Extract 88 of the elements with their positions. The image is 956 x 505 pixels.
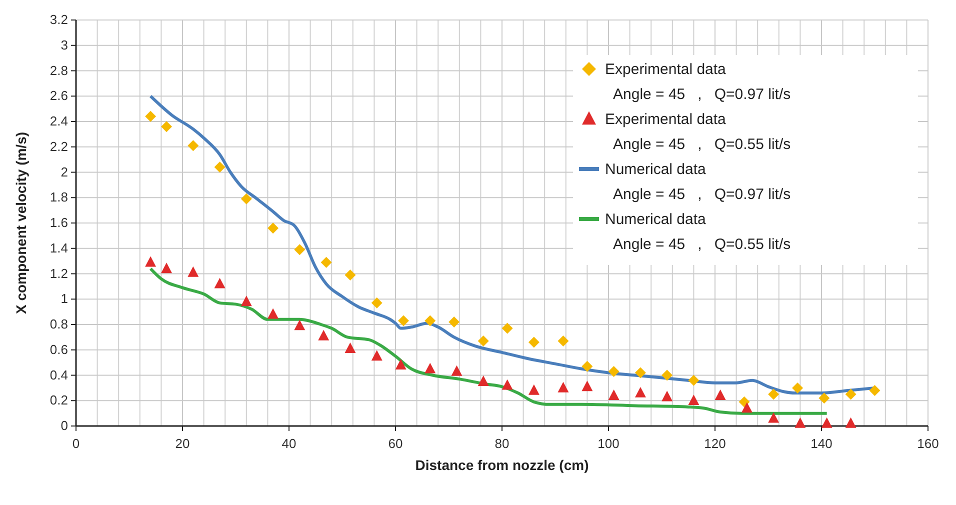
x-tick-label: 120	[704, 436, 726, 451]
point	[688, 374, 700, 386]
point	[558, 382, 569, 392]
x-tick-label: 160	[917, 436, 939, 451]
point	[582, 380, 593, 392]
point	[344, 270, 356, 281]
point	[608, 366, 620, 377]
point	[608, 390, 620, 400]
x-tick-label: 140	[810, 436, 832, 451]
point	[214, 278, 226, 288]
point	[424, 315, 436, 326]
y-tick-label: 2.8	[50, 62, 68, 78]
y-tick-label: 1.2	[50, 266, 68, 281]
point	[794, 417, 806, 428]
y-tick-label: 2.2	[50, 138, 68, 154]
point	[240, 193, 252, 204]
point	[502, 322, 513, 334]
x-tick-label: 60	[388, 436, 403, 451]
y-tick-label: 1.6	[50, 215, 68, 230]
x-tick-label: 0	[72, 436, 80, 451]
legend-label: Numerical data Angle = 45 , Q=0.55 lit/s	[605, 211, 791, 253]
y-tick-label: 0	[60, 418, 68, 433]
point	[528, 336, 540, 348]
point	[188, 140, 199, 152]
point	[662, 390, 673, 402]
x-tick-label: 100	[598, 436, 620, 451]
point	[768, 412, 780, 423]
point	[451, 365, 462, 376]
point	[371, 350, 382, 361]
point	[145, 256, 156, 267]
point	[845, 388, 856, 400]
y-axis-title: X component velocity (m/s)	[13, 132, 29, 314]
y-tick-label: 0.8	[50, 316, 68, 332]
point	[161, 121, 172, 132]
point	[582, 360, 593, 372]
point	[688, 394, 700, 406]
point	[448, 316, 460, 328]
y-tick-label: 0.6	[50, 342, 68, 357]
point	[634, 386, 646, 398]
point	[344, 342, 356, 354]
point	[320, 256, 332, 268]
point	[478, 376, 489, 386]
point	[869, 384, 880, 396]
point	[294, 320, 306, 330]
y-tick-label: 1	[60, 291, 68, 306]
point	[714, 390, 726, 400]
x-tick-label: 40	[282, 436, 296, 451]
point	[268, 222, 279, 234]
point	[294, 244, 306, 256]
point	[214, 162, 226, 173]
y-tick-label: 1.4	[50, 240, 68, 256]
point	[398, 315, 409, 326]
point	[768, 388, 780, 400]
point	[145, 110, 156, 122]
y-tick-label: 3.2	[50, 12, 68, 27]
y-tick-label: 2.4	[50, 114, 68, 128]
point	[268, 308, 279, 319]
point	[528, 384, 540, 395]
point	[424, 362, 436, 374]
legend-label: Numerical data Angle = 45 , Q=0.97 lit/s	[605, 161, 791, 203]
x-tick-label: 80	[494, 436, 510, 451]
legend-label: Experimental data Angle = 45 , Q=0.97 lit/s	[605, 61, 791, 103]
point	[634, 367, 646, 378]
point	[792, 382, 804, 394]
y-tick-label: 2.6	[50, 88, 68, 104]
point	[558, 335, 569, 346]
point	[738, 396, 750, 408]
point	[188, 266, 199, 277]
point	[502, 379, 513, 390]
point	[478, 335, 489, 346]
legend-label: Experimental data Angle = 45 , Q=0.55 lit/s	[605, 111, 791, 153]
point	[821, 417, 832, 428]
point	[741, 402, 752, 413]
y-tick-label: 0.4	[50, 367, 68, 382]
point	[161, 262, 172, 274]
point	[371, 297, 382, 308]
y-tick-label: 3	[60, 37, 68, 52]
y-tick-label: 0.2	[50, 392, 68, 408]
point	[845, 417, 856, 428]
x-tick-label: 20	[175, 436, 190, 451]
point	[318, 330, 330, 340]
y-tick-label: 2	[60, 164, 68, 180]
point	[240, 296, 252, 306]
x-axis-title: Distance from nozzle (cm)	[415, 457, 589, 473]
y-tick-label: 1.8	[50, 190, 68, 205]
point	[395, 359, 406, 370]
point	[818, 392, 830, 404]
point	[662, 370, 673, 381]
